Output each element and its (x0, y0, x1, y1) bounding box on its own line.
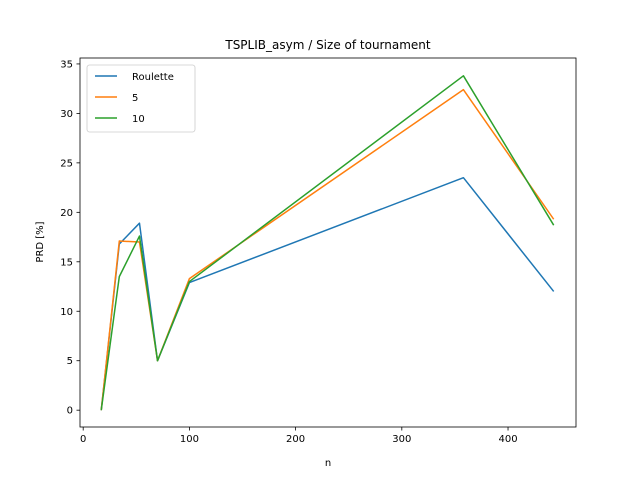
y-tick-label: 35 (60, 59, 73, 70)
series-line-2 (100, 75, 555, 411)
y-axis-label: PRD [%] (35, 221, 46, 262)
y-tick-label: 30 (60, 109, 73, 120)
x-tick-label: 300 (392, 434, 411, 445)
x-axis: 0 100 200 300 400 (80, 427, 518, 445)
x-axis-label: n (325, 458, 331, 469)
x-tick-label: 400 (498, 434, 517, 445)
legend-label: 10 (132, 114, 145, 125)
legend-label: Roulette (132, 72, 174, 83)
legend-box (86, 64, 196, 133)
y-tick-label: 10 (60, 307, 73, 318)
chart-title: TSPLIB_asym / Size of tournament (224, 38, 431, 52)
x-tick-label: 100 (180, 434, 199, 445)
y-axis: 0 5 10 15 20 25 30 35 (60, 59, 80, 417)
y-tick-label: 20 (60, 208, 73, 219)
series-lines (100, 75, 555, 411)
y-tick-label: 0 (67, 406, 73, 417)
y-tick-label: 5 (67, 356, 73, 367)
plot-frame (79, 57, 577, 428)
x-tick-label: 200 (286, 434, 305, 445)
y-tick-label: 15 (60, 257, 73, 268)
legend: Roulette 5 10 (86, 64, 196, 133)
y-tick-label: 25 (60, 158, 73, 169)
x-tick-label: 0 (80, 434, 86, 445)
legend-label: 5 (132, 93, 138, 104)
